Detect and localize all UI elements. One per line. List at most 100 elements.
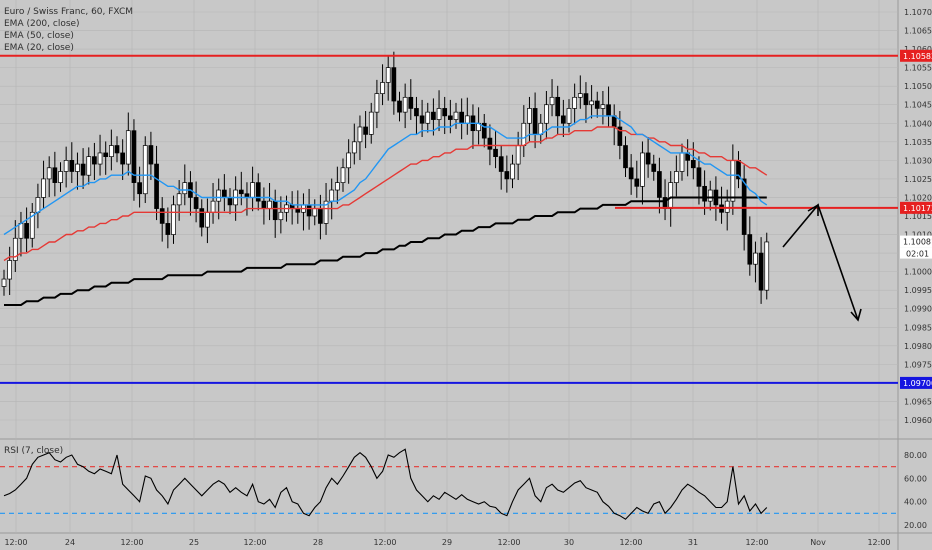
- candle-up: [205, 211, 210, 228]
- x-tick-label: 12:00: [4, 538, 27, 547]
- candle-up: [312, 208, 318, 217]
- x-tick-label: 12:00: [867, 538, 890, 547]
- x-tick-label: 12:00: [373, 538, 396, 547]
- x-tick-label: 31: [688, 538, 698, 547]
- candle-down: [504, 171, 510, 180]
- candle-down: [227, 197, 233, 206]
- candle-down: [159, 208, 165, 224]
- candle-up: [402, 96, 408, 113]
- candle-down: [408, 96, 414, 109]
- candle-up: [340, 167, 346, 183]
- projection-arrows: [782, 203, 862, 322]
- candle-down: [419, 115, 425, 124]
- candle-down: [24, 223, 29, 239]
- candle-up: [730, 160, 736, 202]
- candle-down: [442, 108, 448, 117]
- candle-down: [255, 182, 261, 202]
- x-tick-label: 12:00: [497, 538, 520, 547]
- candle-up: [29, 211, 35, 239]
- candle-up: [577, 93, 583, 98]
- candle-up: [125, 130, 131, 165]
- candle-down: [634, 178, 640, 187]
- candle-down: [696, 167, 702, 187]
- candle-up: [346, 152, 351, 169]
- y-tick-label: 1.10550: [904, 64, 932, 73]
- candle-up: [385, 67, 391, 83]
- candle-down: [583, 93, 589, 106]
- badge-support-bg: [900, 376, 932, 389]
- candle-down: [758, 252, 764, 291]
- candle-down: [690, 160, 696, 169]
- rsi-legend: RSI (7, close): [4, 446, 64, 456]
- candle-down: [459, 111, 464, 124]
- candle-down: [532, 108, 538, 135]
- candle-up: [35, 197, 41, 213]
- candle-down: [645, 152, 651, 165]
- candle-up: [278, 211, 284, 221]
- x-tick-label: 29: [442, 538, 452, 547]
- x-tick-label: 12:00: [243, 538, 266, 547]
- candle-up: [679, 152, 685, 172]
- candle-up: [566, 108, 572, 124]
- candle-down: [628, 167, 634, 180]
- badge-support-label: 1.09700: [903, 379, 932, 388]
- candle-down: [193, 197, 199, 209]
- x-tick-label: Nov: [810, 538, 826, 547]
- candle-down: [493, 148, 498, 158]
- y-tick-label: 1.10250: [904, 175, 932, 184]
- rsi-line: [3, 448, 768, 520]
- candle-down: [414, 108, 419, 117]
- arrow-head-down: [850, 308, 862, 322]
- badge-resistance-top-bg: [900, 49, 932, 62]
- badge-resistance-mid-bg: [900, 201, 932, 214]
- badge-resistance-mid-label: 1.10172: [903, 204, 932, 213]
- candle-up: [210, 200, 216, 213]
- ema20-line: [3, 115, 768, 236]
- candle-up: [329, 189, 335, 202]
- candle-up: [374, 93, 380, 113]
- ema20-legend: EMA (20, close): [4, 43, 74, 53]
- candle-down: [657, 171, 662, 198]
- candle-down: [318, 208, 323, 224]
- candle-down: [80, 163, 86, 176]
- candle-up: [75, 163, 80, 172]
- candle-up: [58, 171, 63, 183]
- candle-down: [261, 200, 267, 209]
- rsi-y-tick-label: 60.00: [904, 474, 927, 483]
- x-tick-label: 12:00: [745, 538, 768, 547]
- candle-down: [222, 189, 227, 198]
- candle-up: [549, 96, 555, 106]
- candle-down: [363, 126, 368, 135]
- candle-up: [351, 141, 357, 154]
- candle-down: [137, 182, 142, 195]
- candle-down: [606, 104, 611, 117]
- candle-down: [69, 160, 75, 172]
- candle-up: [1, 278, 7, 287]
- candle-up: [640, 152, 645, 187]
- candle-up: [216, 189, 222, 202]
- candle-up: [18, 223, 24, 239]
- candle-up: [63, 160, 69, 172]
- candle-up: [12, 237, 18, 261]
- candle-down: [131, 130, 137, 183]
- candle-up: [600, 104, 606, 109]
- ema200-legend: EMA (200, close): [4, 19, 80, 29]
- candle-up: [380, 82, 385, 94]
- candle-up: [7, 260, 13, 280]
- candle-down: [555, 96, 561, 117]
- candle-down: [148, 145, 154, 165]
- x-tick-label: 25: [189, 538, 199, 547]
- candle-down: [199, 208, 205, 228]
- candle-down: [487, 137, 493, 150]
- y-tick-label: 1.10100: [904, 231, 932, 240]
- candle-down: [92, 156, 97, 165]
- main-pane-bg: [0, 0, 898, 438]
- x-tick-label: 30: [564, 538, 574, 547]
- candle-down: [397, 100, 402, 113]
- candle-down: [52, 167, 58, 183]
- candle-up: [436, 108, 442, 120]
- arrow-head-up: [807, 203, 819, 216]
- y-tick-label: 1.09650: [904, 397, 932, 406]
